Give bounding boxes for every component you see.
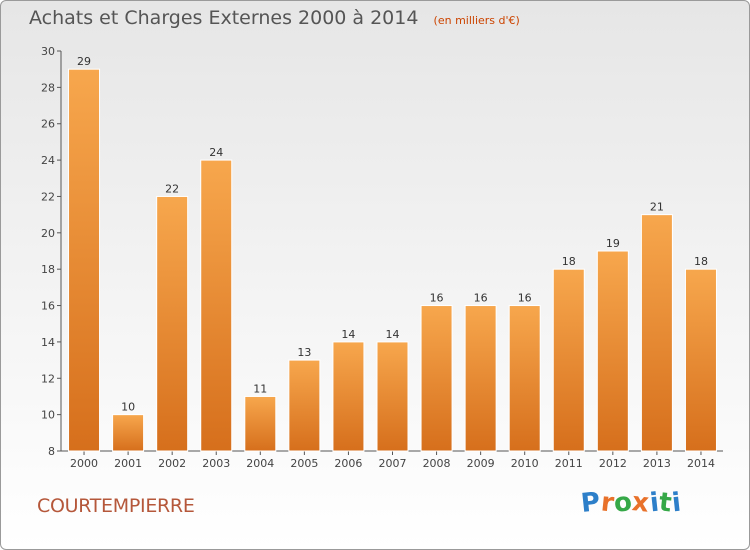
bar	[156, 195, 189, 452]
bar	[376, 341, 409, 452]
x-tick-label: 2001	[114, 457, 142, 470]
y-tick-label: 28	[41, 81, 55, 94]
x-tick-label: 2002	[158, 457, 186, 470]
bar-value-label: 24	[209, 146, 223, 159]
bar	[596, 250, 629, 452]
x-tick-label: 2000	[70, 457, 98, 470]
bar-value-label: 18	[562, 255, 576, 268]
y-tick-label: 16	[41, 300, 55, 313]
bar-value-label: 10	[121, 401, 135, 414]
y-tick-label: 24	[41, 154, 55, 167]
y-tick-label: 14	[41, 336, 55, 349]
chart-header: Achats et Charges Externes 2000 à 2014 (…	[29, 7, 520, 29]
bar-value-label: 14	[386, 328, 400, 341]
x-tick-label: 2006	[334, 457, 362, 470]
x-tick-label: 2014	[687, 457, 715, 470]
bar	[112, 414, 145, 452]
logo-letter: i	[670, 487, 683, 519]
x-tick-label: 2011	[555, 457, 583, 470]
chart-bars	[68, 68, 717, 452]
x-tick-label: 2004	[246, 457, 274, 470]
chart-title: Achats et Charges Externes 2000 à 2014	[29, 7, 419, 29]
bar	[640, 214, 673, 452]
bar	[200, 159, 233, 452]
y-tick-label: 20	[41, 227, 55, 240]
chart-unit: (en milliers d'€)	[433, 14, 520, 27]
bar	[552, 268, 585, 452]
x-tick-label: 2003	[202, 457, 230, 470]
bar-value-label: 19	[606, 237, 620, 250]
bar	[332, 341, 365, 452]
x-tick-label: 2010	[511, 457, 539, 470]
y-tick-label: 8	[48, 445, 55, 458]
bar-value-label: 16	[474, 292, 488, 305]
chart-labels: 29 10 22 24 11 13 14 14 16 16 16 18 19 21 18	[77, 55, 708, 413]
bar-value-label: 16	[518, 292, 532, 305]
bar	[684, 268, 717, 452]
bar	[244, 395, 277, 452]
proxiti-logo: Proxiti	[579, 487, 683, 519]
y-tick-label: 18	[41, 263, 55, 276]
y-tick-label: 26	[41, 118, 55, 131]
bar-value-label: 21	[650, 201, 664, 214]
x-tick-label: 2013	[643, 457, 671, 470]
x-tick-label: 2009	[467, 457, 495, 470]
bar	[420, 305, 453, 452]
bar-value-label: 29	[77, 55, 91, 68]
bar-value-label: 16	[430, 292, 444, 305]
bar	[464, 305, 497, 452]
bar-value-label: 18	[694, 255, 708, 268]
bar	[68, 68, 101, 452]
x-tick-label: 2005	[290, 457, 318, 470]
x-tick-label: 2007	[379, 457, 407, 470]
y-tick-label: 30	[41, 45, 55, 58]
bar-value-label: 13	[297, 346, 311, 359]
x-tick-label: 2008	[423, 457, 451, 470]
bar	[508, 305, 541, 452]
y-tick-label: 12	[41, 372, 55, 385]
commune-name: COURTEMPIERRE	[37, 495, 195, 517]
bar-value-label: 11	[253, 382, 267, 395]
y-tick-label: 22	[41, 190, 55, 203]
y-tick-label: 10	[41, 409, 55, 422]
x-tick-label: 2012	[599, 457, 627, 470]
bar-value-label: 14	[341, 328, 355, 341]
bar	[288, 359, 321, 452]
bar-value-label: 22	[165, 182, 179, 195]
